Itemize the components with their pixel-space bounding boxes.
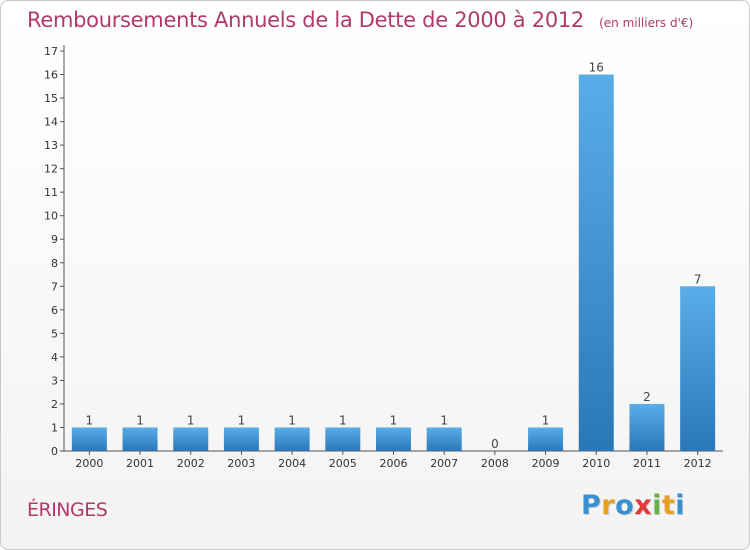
chart-unit: (en milliers d'€) xyxy=(599,16,694,30)
commune-name: ÉRINGES xyxy=(27,499,108,521)
y-tick-label: 7 xyxy=(51,280,58,293)
bar-2011 xyxy=(629,403,665,451)
x-tick-label: 2004 xyxy=(278,457,306,470)
bars-group xyxy=(71,74,716,451)
chart-title: Remboursements Annuels de la Dette de 20… xyxy=(27,8,584,32)
y-tick-label: 0 xyxy=(51,445,58,458)
x-tick-label: 2006 xyxy=(380,457,408,470)
x-tick-label: 2002 xyxy=(177,457,205,470)
data-label-2010: 16 xyxy=(589,61,604,75)
proxiti-logo: Proxiti xyxy=(581,490,685,521)
x-tick-label: 2009 xyxy=(532,457,560,470)
y-tick-label: 13 xyxy=(44,139,58,152)
data-label-2008: 0 xyxy=(491,437,499,451)
y-tick-label: 17 xyxy=(44,45,58,58)
data-label-2011: 2 xyxy=(643,390,651,404)
labels-group: 2000 1 2001 1 2002 1 2003 1 2004 1 2005 1 2006 1 2007 1… xyxy=(75,61,711,470)
y-tick-label: 3 xyxy=(51,374,58,387)
y-tick-label: 8 xyxy=(51,257,58,270)
x-tick-label: 2001 xyxy=(126,457,154,470)
data-label-2001: 1 xyxy=(136,413,144,427)
y-tick-label: 12 xyxy=(44,163,58,176)
bar-2000 xyxy=(71,427,107,451)
logo-letter: t xyxy=(661,490,676,521)
y-tick-label: 6 xyxy=(51,304,58,317)
logo-letter: P xyxy=(581,490,602,521)
x-tick-label: 2008 xyxy=(481,457,509,470)
data-label-2005: 1 xyxy=(339,413,347,427)
y-tick-label: 11 xyxy=(44,186,58,199)
logo-letter: r xyxy=(601,490,616,521)
data-label-2007: 1 xyxy=(440,413,448,427)
logo-letter: x xyxy=(634,490,653,521)
y-tick-label: 2 xyxy=(51,398,58,411)
data-label-2000: 1 xyxy=(86,413,94,427)
data-label-2006: 1 xyxy=(390,413,398,427)
data-label-2004: 1 xyxy=(288,413,296,427)
bar-2001 xyxy=(122,427,158,451)
bar-2006 xyxy=(376,427,411,451)
y-tick-label: 5 xyxy=(51,327,58,340)
x-tick-label: 2010 xyxy=(582,457,610,470)
y-tick-label: 16 xyxy=(44,69,58,82)
x-tick-label: 2003 xyxy=(227,457,255,470)
y-tick-label: 14 xyxy=(44,116,58,129)
bar-2002 xyxy=(173,427,209,451)
bar-2004 xyxy=(274,427,310,451)
x-tick-label: 2000 xyxy=(75,457,103,470)
logo-letter: o xyxy=(615,490,635,521)
y-tick-label: 10 xyxy=(44,210,58,223)
title-block: Remboursements Annuels de la Dette de 20… xyxy=(27,8,693,32)
y-tick-label: 9 xyxy=(51,233,58,246)
bar-2005 xyxy=(325,427,361,451)
x-tick-label: 2011 xyxy=(633,457,661,470)
data-label-2012: 7 xyxy=(694,272,702,286)
y-tick-label: 4 xyxy=(51,351,58,364)
y-tick-label: 1 xyxy=(51,421,58,434)
bar-2009 xyxy=(528,427,564,451)
bar-2003 xyxy=(223,427,259,451)
bar-2010 xyxy=(578,74,614,451)
data-label-2009: 1 xyxy=(542,413,550,427)
data-label-2002: 1 xyxy=(187,413,195,427)
x-tick-label: 2005 xyxy=(329,457,357,470)
bar-2007 xyxy=(426,427,462,451)
bar-2012 xyxy=(680,286,716,451)
data-label-2003: 1 xyxy=(238,413,246,427)
logo-letter: i xyxy=(675,490,686,521)
logo-letter: i xyxy=(652,490,662,521)
x-tick-label: 2012 xyxy=(684,457,712,470)
y-tick-label: 15 xyxy=(44,92,58,105)
x-tick-label: 2007 xyxy=(430,457,458,470)
